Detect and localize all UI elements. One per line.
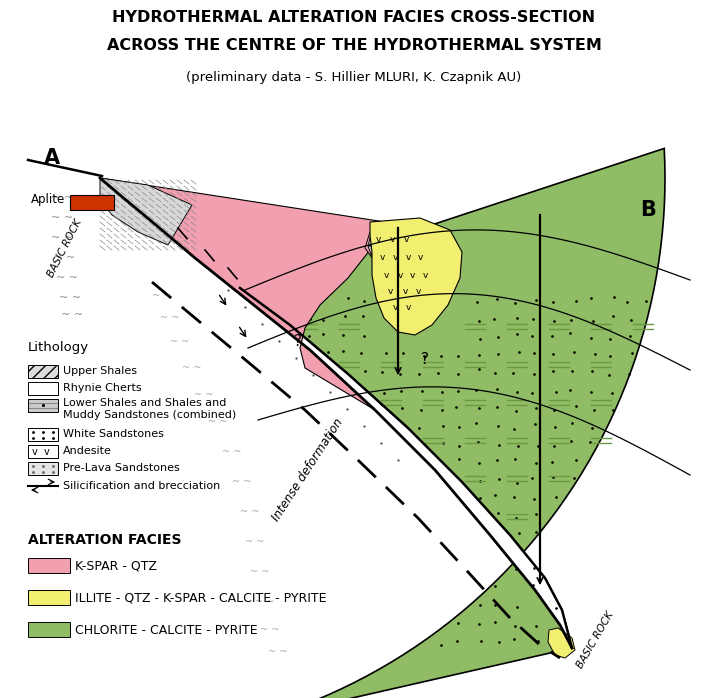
Text: ~ ~: ~ ~: [255, 597, 274, 607]
Text: ~ ~: ~ ~: [223, 447, 242, 457]
Text: ~ ~: ~ ~: [182, 363, 201, 373]
Polygon shape: [179, 149, 665, 698]
Text: ~ ~: ~ ~: [250, 567, 269, 577]
Text: CHLORITE - CALCITE - PYRITE: CHLORITE - CALCITE - PYRITE: [75, 623, 257, 637]
Bar: [28, 590, 70, 605]
Text: v: v: [403, 235, 408, 244]
Text: BASIC ROCK: BASIC ROCK: [575, 610, 615, 670]
Text: ~ ~: ~ ~: [51, 213, 73, 223]
Text: v: v: [387, 288, 393, 297]
Text: ~ ~: ~ ~: [51, 193, 73, 203]
Text: v: v: [406, 304, 411, 313]
Text: HYDROTHERMAL ALTERATION FACIES CROSS-SECTION: HYDROTHERMAL ALTERATION FACIES CROSS-SEC…: [113, 10, 596, 26]
Text: v: v: [389, 235, 395, 244]
Text: ~ ~: ~ ~: [61, 310, 83, 320]
Bar: [70, 195, 114, 210]
Text: ~ ~: ~ ~: [170, 337, 190, 347]
Text: v: v: [379, 253, 385, 262]
Text: Lithology: Lithology: [28, 341, 89, 355]
Bar: [28, 399, 58, 412]
Text: v: v: [384, 271, 389, 279]
Bar: [28, 462, 58, 475]
Text: ~ ~: ~ ~: [160, 313, 179, 323]
Polygon shape: [100, 178, 385, 410]
Text: BASIC ROCK: BASIC ROCK: [46, 217, 84, 279]
Text: v: v: [402, 288, 408, 297]
Bar: [28, 445, 58, 458]
Bar: [28, 622, 70, 637]
Polygon shape: [368, 222, 438, 270]
Text: ~ ~: ~ ~: [268, 647, 288, 657]
Text: ~ ~: ~ ~: [233, 477, 252, 487]
Polygon shape: [100, 178, 192, 245]
Polygon shape: [100, 178, 572, 648]
Text: (preliminary data - S. Hillier MLURI, K. Czapnik AU): (preliminary data - S. Hillier MLURI, K.…: [186, 71, 522, 84]
Text: ~ ~: ~ ~: [59, 293, 81, 303]
Text: v: v: [415, 288, 420, 297]
Text: Silicification and brecciation: Silicification and brecciation: [63, 481, 220, 491]
Text: v: v: [375, 235, 381, 244]
Text: ~ ~: ~ ~: [208, 417, 228, 427]
Text: v: v: [406, 253, 411, 262]
Text: ~ ~: ~ ~: [56, 273, 78, 283]
Polygon shape: [548, 628, 575, 658]
Text: v: v: [423, 271, 428, 279]
Text: ~ ~: ~ ~: [260, 625, 279, 635]
Text: v: v: [409, 271, 415, 279]
Bar: [28, 558, 70, 573]
Polygon shape: [365, 222, 440, 272]
Text: v  v: v v: [32, 447, 50, 457]
Text: ~ ~: ~ ~: [152, 291, 172, 301]
Text: Upper Shales: Upper Shales: [63, 366, 137, 376]
Text: v: v: [392, 304, 398, 313]
Text: v: v: [397, 271, 403, 279]
Text: ALTERATION FACIES: ALTERATION FACIES: [28, 533, 182, 547]
Text: Andesite: Andesite: [63, 446, 112, 456]
Text: ?: ?: [294, 334, 302, 350]
Text: A: A: [44, 148, 60, 168]
Text: ~ ~: ~ ~: [194, 390, 213, 400]
Text: Aplite: Aplite: [31, 193, 65, 207]
Text: ~ ~: ~ ~: [53, 253, 75, 263]
Bar: [28, 428, 58, 441]
Text: v: v: [392, 253, 398, 262]
Bar: [28, 382, 58, 395]
Bar: [28, 365, 58, 378]
Text: Pre-Lava Sandstones: Pre-Lava Sandstones: [63, 463, 180, 473]
Text: White Sandstones: White Sandstones: [63, 429, 164, 439]
Text: ACROSS THE CENTRE OF THE HYDROTHERMAL SYSTEM: ACROSS THE CENTRE OF THE HYDROTHERMAL SY…: [106, 38, 601, 52]
Text: ~ ~: ~ ~: [245, 537, 264, 547]
Text: v: v: [418, 253, 423, 262]
Text: ~ ~: ~ ~: [240, 507, 259, 517]
Text: ?: ?: [421, 352, 429, 368]
Text: Intense deformation: Intense deformation: [270, 416, 346, 524]
Text: K-SPAR - QTZ: K-SPAR - QTZ: [75, 560, 157, 572]
Text: ILLITE - QTZ - K-SPAR - CALCITE - PYRITE: ILLITE - QTZ - K-SPAR - CALCITE - PYRITE: [75, 591, 327, 604]
Text: ~ ~: ~ ~: [51, 233, 73, 243]
Text: Rhynie Cherts: Rhynie Cherts: [63, 383, 142, 393]
Polygon shape: [370, 218, 462, 335]
Text: B: B: [640, 200, 656, 220]
Text: Lower Shales and Shales and
Muddy Sandstones (combined): Lower Shales and Shales and Muddy Sandst…: [63, 398, 236, 419]
